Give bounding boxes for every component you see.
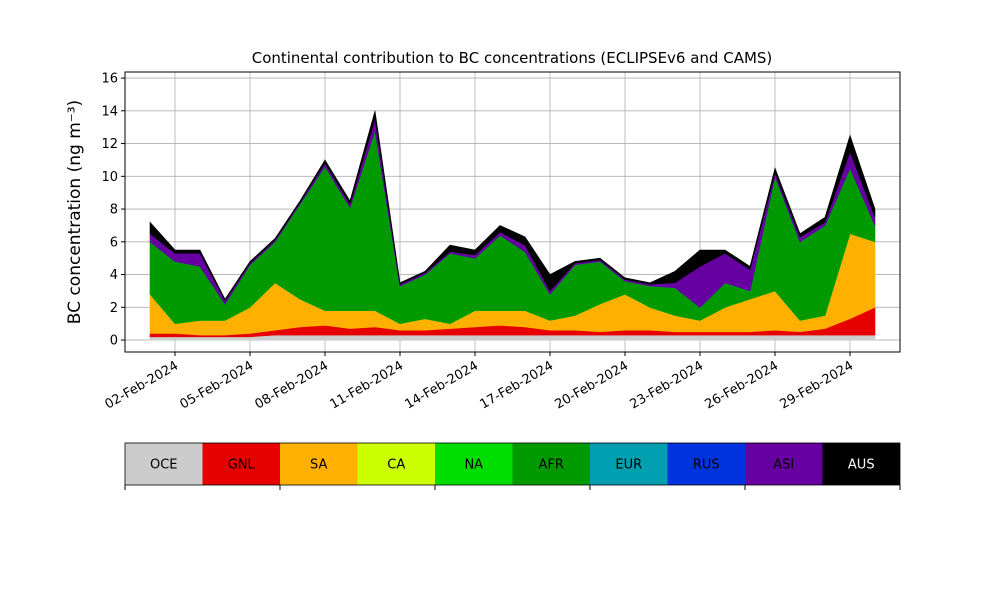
area [149,110,876,302]
y-tick-label: 16 [101,72,118,87]
legend-swatch [590,443,668,485]
x-tick-label: 26-Feb-2024 [702,358,781,412]
legend-swatch [512,443,590,485]
x-tick-label: 23-Feb-2024 [627,358,706,412]
x-tick-label: 05-Feb-2024 [177,358,256,412]
x-tick-label: 14-Feb-2024 [402,358,481,412]
legend-label: CA [387,458,405,473]
y-tick-label: 12 [101,137,118,152]
legend-swatch [667,443,745,485]
legend-swatch [280,443,358,485]
y-tick-label: 2 [110,301,118,316]
legend-swatch [822,443,900,485]
x-tick-label: 17-Feb-2024 [477,358,556,412]
y-tick-label: 14 [101,104,118,119]
y-tick-label: 0 [110,334,118,349]
legend-frame [124,442,901,486]
x-tick-label: 29-Feb-2024 [777,358,856,412]
y-axis-label: BC concentration (ng m⁻³) [65,100,85,324]
legend-swatch [745,443,823,485]
legend-label: OCE [150,458,178,473]
x-tick-label: 02-Feb-2024 [102,358,181,412]
legend-label: NA [464,458,483,473]
y-tick-label: 4 [110,268,118,283]
legend-label: GNL [228,458,256,473]
y-tick-label: 10 [101,170,118,185]
legend-label: AUS [848,458,875,473]
legend-swatch [357,443,435,485]
x-tick-label: 11-Feb-2024 [327,358,406,412]
y-tick-label: 6 [110,235,118,250]
legend-label: ASI [773,458,794,473]
plot-frame [124,71,901,353]
legend-swatch [435,443,513,485]
legend-swatch [202,443,280,485]
legend-label: AFR [539,458,564,473]
x-tick-label: 20-Feb-2024 [552,358,631,412]
chart-title: Continental contribution to BC concentra… [252,49,773,67]
legend-label: EUR [615,458,642,473]
x-tick-label: 08-Feb-2024 [252,358,331,412]
y-tick-label: 8 [110,203,118,218]
legend-swatch [125,443,203,485]
legend-label: SA [310,458,327,473]
legend-label: RUS [693,458,720,473]
